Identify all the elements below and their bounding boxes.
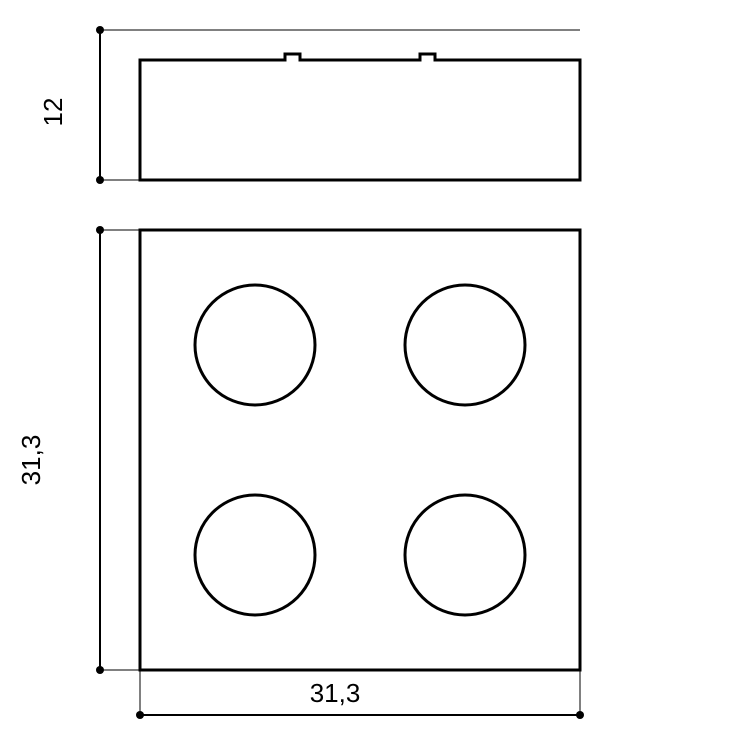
plan-view-outline (140, 230, 580, 670)
dim-label-plan-width: 31,3 (310, 678, 361, 708)
plan-view-circle-3 (195, 495, 315, 615)
plan-view-circle-2 (405, 285, 525, 405)
dim-label-side-height: 12 (38, 98, 68, 127)
side-view-outline (140, 54, 580, 180)
dim-label-plan-height: 31,3 (16, 435, 46, 486)
plan-view-circle-4 (405, 495, 525, 615)
plan-view-circle-1 (195, 285, 315, 405)
technical-drawing: 12 31,3 31,3 (0, 0, 750, 750)
